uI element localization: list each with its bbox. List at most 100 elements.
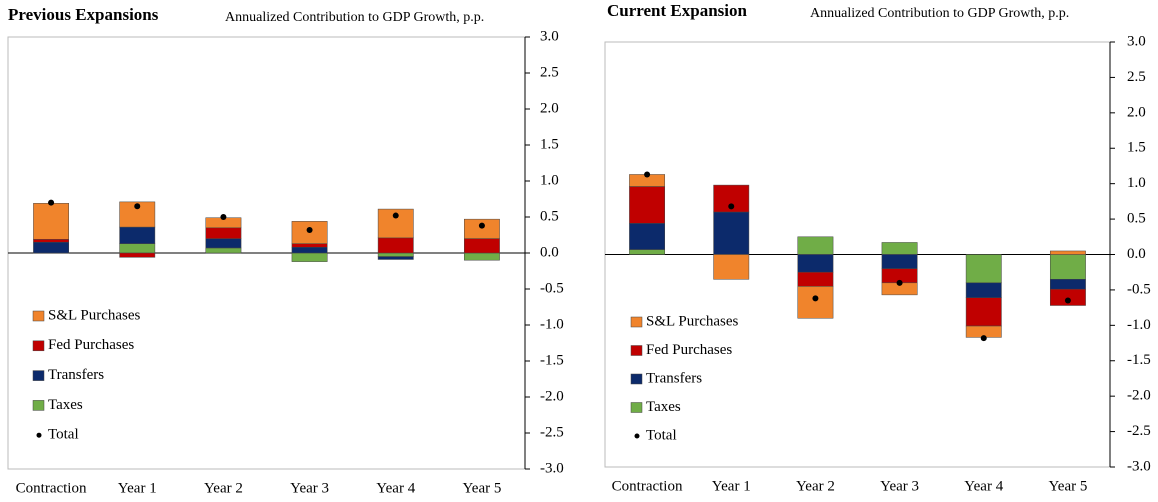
bar-segment [119, 252, 156, 258]
y-tick-label: 2.0 [540, 100, 559, 116]
legend-marker [634, 433, 640, 439]
bar-segment [797, 254, 834, 273]
y-tick-label: 2.5 [540, 64, 559, 80]
y-tick-label: -2.5 [1127, 423, 1151, 439]
total-dot [392, 212, 399, 219]
y-tick-label: -1.0 [540, 316, 564, 332]
total-dot [644, 171, 651, 178]
y-tick-label: -2.5 [540, 424, 564, 440]
bar-segment [464, 218, 500, 239]
bar-segment [291, 246, 328, 254]
legend-swatch [630, 345, 643, 356]
chart-title: Previous Expansions [8, 5, 159, 24]
total-dot [728, 203, 735, 210]
y-tick-label: -1.0 [1127, 317, 1151, 333]
bar-segment [33, 239, 69, 243]
bar-segment [629, 223, 666, 250]
legend-swatch [32, 310, 45, 322]
x-tick-label: Year 1 [712, 478, 751, 494]
y-tick-label: 0.0 [1127, 246, 1146, 262]
y-tick-label: 2.5 [1127, 69, 1146, 85]
legend-swatch [630, 402, 643, 413]
y-tick-label: 0.5 [540, 208, 559, 224]
legend-label: S&L Purchases [48, 307, 141, 323]
y-tick-label: -3.0 [540, 460, 564, 476]
bar-segment [713, 254, 750, 280]
y-tick-label: 3.0 [1127, 33, 1146, 49]
bar-segment [377, 252, 414, 257]
bar-segment [377, 256, 414, 260]
legend-label: Transfers [48, 367, 104, 383]
legend-label: Total [646, 427, 677, 443]
y-tick-label: 2.0 [1127, 104, 1146, 120]
y-tick-label: -2.0 [540, 388, 564, 404]
bar-segment [1049, 279, 1086, 290]
bar-segment [464, 252, 500, 261]
legend-swatch [32, 340, 45, 352]
x-tick-label: Year 4 [964, 478, 1003, 494]
x-tick-label: Year 5 [1048, 478, 1087, 494]
legend-label: Total [48, 427, 79, 443]
chart-title: Current Expansion [607, 1, 748, 20]
legend-label: Taxes [48, 397, 83, 413]
x-tick-label: Year 5 [462, 480, 501, 496]
y-tick-label: -0.5 [1127, 281, 1151, 297]
bar-segment [629, 186, 666, 224]
bar-segment [965, 282, 1002, 298]
y-tick-label: 0.0 [540, 244, 559, 260]
bar-segment [1049, 288, 1086, 306]
x-tick-label: Year 3 [880, 478, 919, 494]
x-tick-label: Contraction [612, 478, 683, 494]
y-tick-label: 1.0 [1127, 175, 1146, 191]
bar-segment [797, 236, 834, 255]
x-tick-label: Year 2 [796, 478, 835, 494]
total-dot [896, 279, 903, 286]
total-dot [980, 335, 987, 342]
legend-label: Fed Purchases [646, 342, 732, 358]
total-dot [134, 203, 141, 210]
legend-swatch [32, 370, 45, 381]
y-tick-label: -0.5 [540, 280, 564, 296]
bar-segment [965, 297, 1002, 327]
y-tick-label: -1.5 [1127, 352, 1151, 368]
x-tick-label: Contraction [16, 480, 87, 496]
bar-segment [881, 254, 918, 269]
y-tick-label: -1.5 [540, 352, 564, 368]
bar-segment [119, 226, 156, 244]
x-tick-label: Year 2 [204, 480, 243, 496]
bar-segment [797, 271, 834, 287]
total-dot [220, 214, 227, 220]
bar-segment [33, 241, 69, 254]
x-tick-label: Year 3 [290, 480, 329, 496]
bar-segment [797, 286, 834, 319]
y-tick-label: 3.0 [540, 28, 559, 44]
legend-label: Fed Purchases [48, 337, 134, 353]
bar-segment [1049, 254, 1086, 280]
legend-label: S&L Purchases [646, 313, 739, 329]
bar-segment [1049, 250, 1086, 255]
bar-segment [713, 211, 750, 255]
total-dot [1064, 297, 1071, 304]
bar-segment [119, 243, 156, 254]
y-tick-label: 1.0 [540, 172, 559, 188]
x-tick-label: Year 1 [118, 480, 157, 496]
bar-segment [881, 242, 918, 255]
legend-marker [36, 432, 42, 438]
legend-swatch [32, 400, 45, 411]
bar-segment [377, 237, 414, 254]
bar-segment [205, 247, 242, 254]
chart-subtitle: Annualized Contribution to GDP Growth, p… [225, 10, 484, 25]
y-tick-label: -2.0 [1127, 388, 1151, 404]
y-tick-label: 1.5 [1127, 140, 1146, 156]
bar-segment [291, 252, 328, 262]
total-dot [306, 226, 313, 233]
chart-subtitle: Annualized Contribution to GDP Growth, p… [810, 6, 1069, 21]
bar-segment [205, 227, 242, 239]
x-tick-label: Year 4 [376, 480, 415, 496]
bar-segment [291, 243, 328, 248]
bar-segment [205, 238, 242, 249]
bar-segment [33, 203, 69, 240]
bar-segment [629, 249, 666, 255]
legend-label: Taxes [646, 399, 681, 415]
